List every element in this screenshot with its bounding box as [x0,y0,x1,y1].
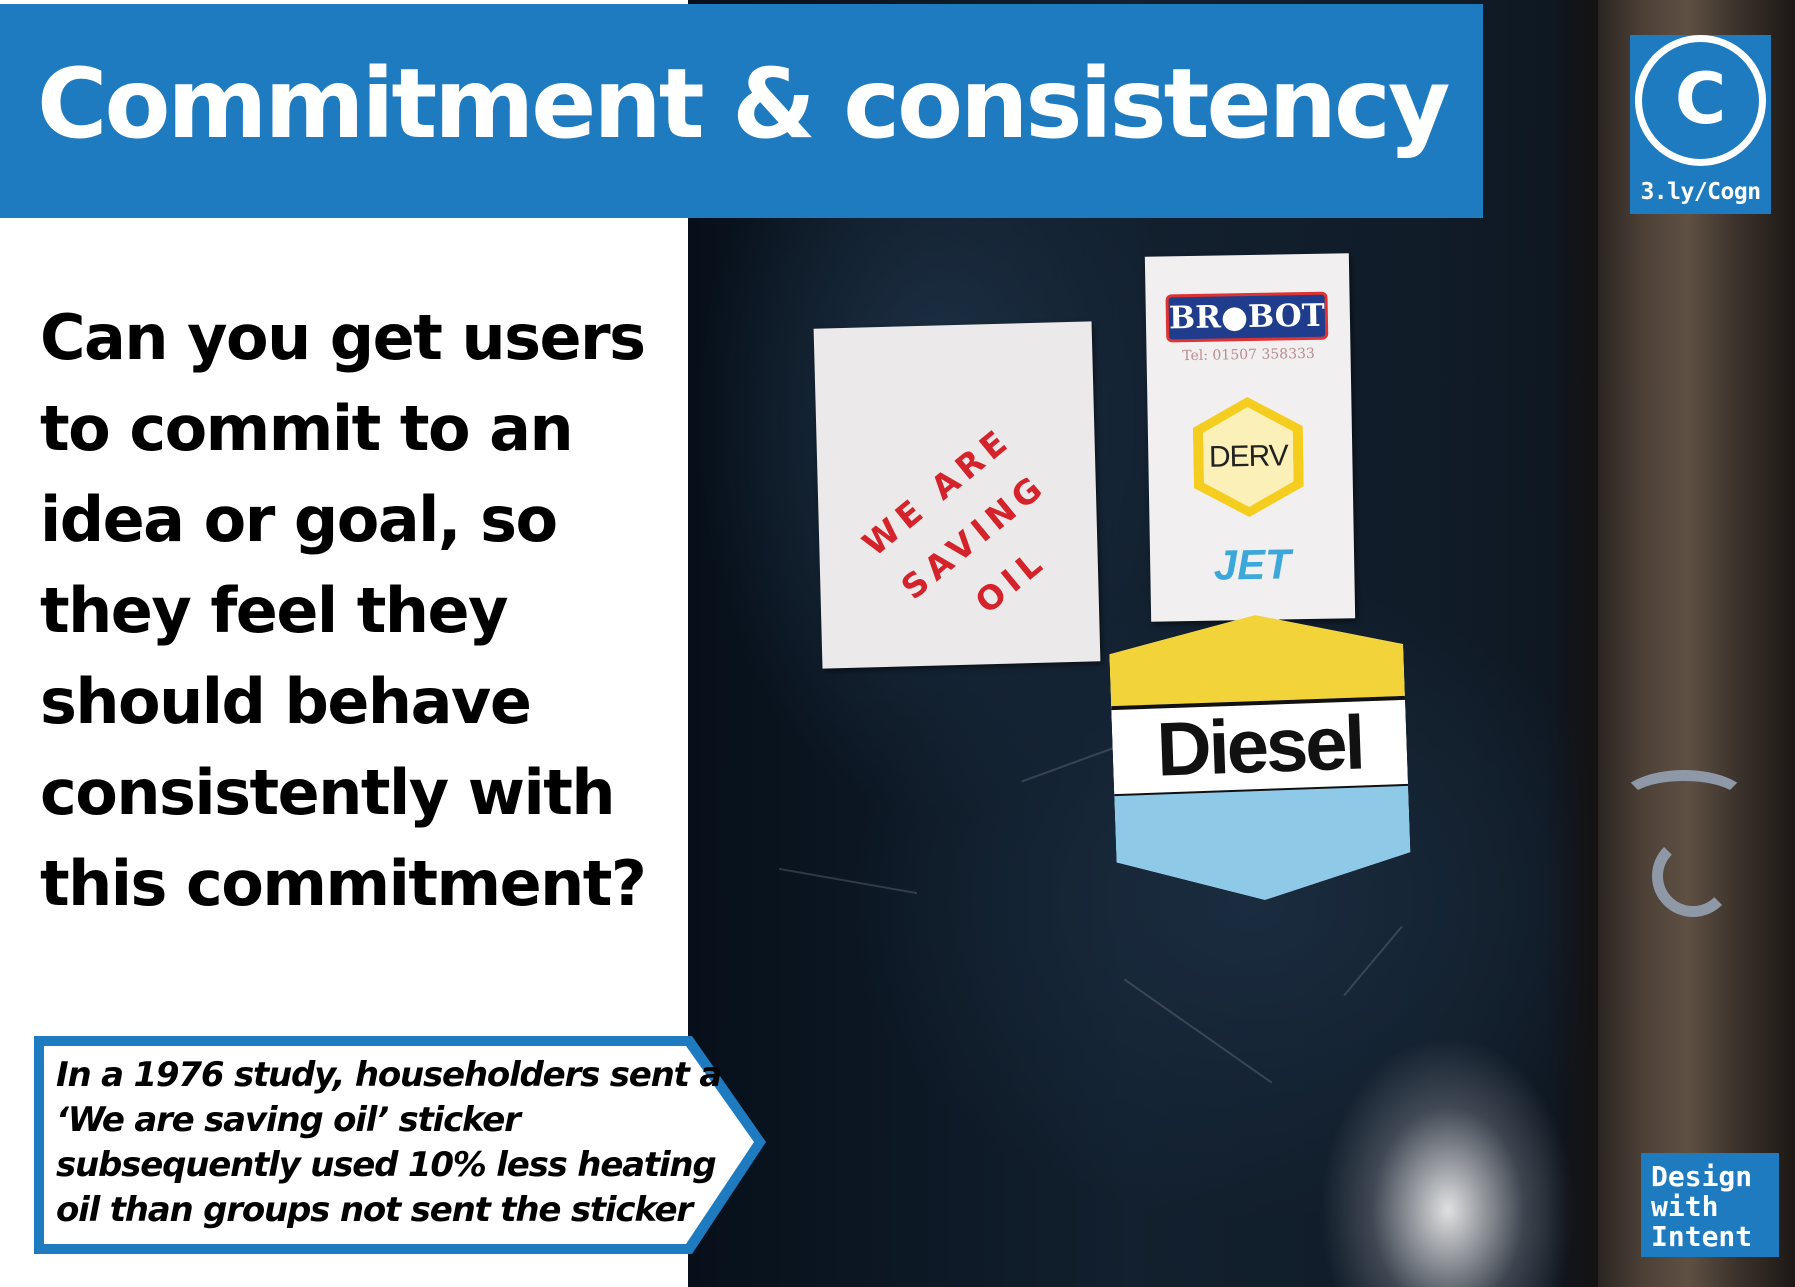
derv-label: DERV [1202,406,1294,508]
category-badge: C 3.ly/Cogn [1630,35,1771,214]
jet-logo: JET [1213,540,1292,589]
logo-line: Intent [1651,1220,1753,1253]
title-bar: Commitment & consistency [0,4,1483,218]
diesel-word: Diesel [1111,696,1408,798]
pipe [1598,0,1795,1287]
pipe-shadow [1546,0,1606,1287]
main-question: Can you get users to commit to an idea o… [40,301,647,920]
scratch [1123,978,1273,1084]
logo-line: with [1651,1190,1719,1223]
sticker-brobot: BR●BOT Tel: 01507 358333 DERV JET [1144,253,1356,622]
derv-hexagon: DERV [1192,396,1304,518]
design-with-intent-logo: Design with Intent [1641,1153,1779,1257]
logo-line: Design [1651,1160,1753,1193]
sticker-saving-text: WE ARE SAVING OIL [830,396,1100,668]
pipe-hook-upper [1618,770,1750,832]
page-title: Commitment & consistency [37,48,1450,160]
sticker-we-are-saving-oil: WE ARE SAVING OIL [813,321,1101,669]
study-callout: In a 1976 study, householders sent a ‘We… [56,1055,722,1230]
scratch [778,867,918,895]
badge-url: 3.ly/Cogn [1640,179,1761,205]
pipe-hook-lower [1652,835,1734,917]
brobot-logo: BR●BOT [1165,291,1329,343]
category-letter-icon: C [1635,35,1766,166]
brobot-telephone: Tel: 01507 358333 [1182,345,1316,365]
callout-arrow-box [34,1036,766,1254]
sticker-diesel: Diesel [1108,610,1412,905]
scratch [1343,925,1403,997]
